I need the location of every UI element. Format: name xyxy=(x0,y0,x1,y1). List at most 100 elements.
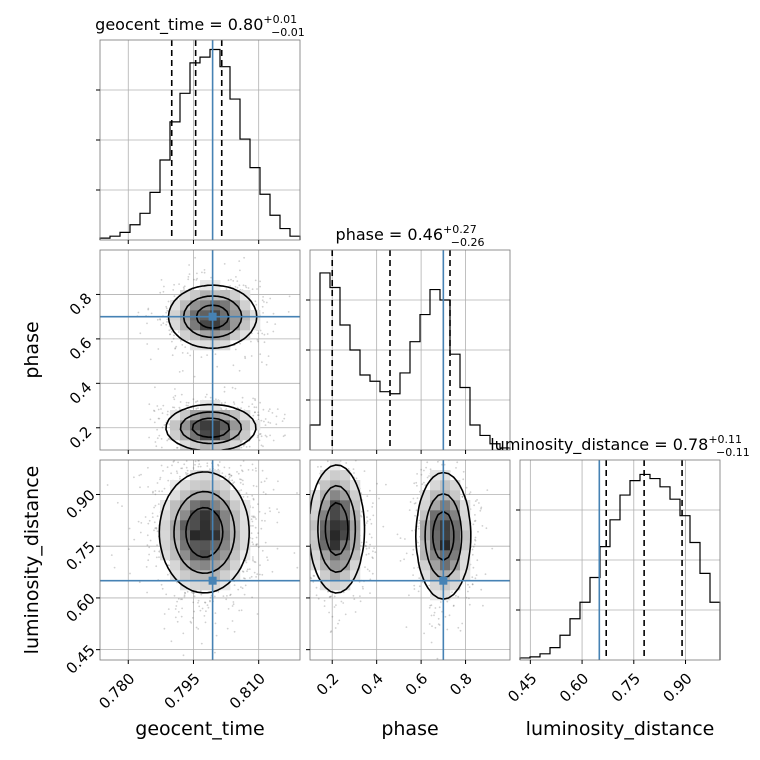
scatter-point xyxy=(271,570,274,573)
scatter-point xyxy=(161,412,164,415)
scatter-point xyxy=(260,419,263,422)
density-cell xyxy=(440,490,451,501)
scatter-point xyxy=(157,348,160,350)
density-cell xyxy=(200,570,211,581)
scatter-point xyxy=(335,604,337,606)
scatter-point xyxy=(256,339,259,341)
density-cell xyxy=(170,310,181,321)
density-cell xyxy=(220,310,231,321)
scatter-point xyxy=(186,457,188,459)
scatter-point xyxy=(408,594,410,597)
scatter-point xyxy=(474,514,476,516)
scatter-point xyxy=(436,657,439,660)
scatter-point xyxy=(468,493,471,495)
histogram-title: geocent_time = 0.80+0.01 −0.01 xyxy=(95,13,305,39)
scatter-point xyxy=(170,472,173,475)
scatter-point xyxy=(170,331,173,333)
scatter-point xyxy=(264,418,267,420)
scatter-point xyxy=(437,460,439,463)
scatter-point xyxy=(205,610,207,613)
scatter-point xyxy=(148,403,151,406)
y-tick-label: 0.6 xyxy=(66,334,96,364)
scatter-point xyxy=(156,482,159,484)
density-cell xyxy=(220,500,231,511)
density-cell xyxy=(240,540,251,551)
density-cell xyxy=(230,330,241,341)
scatter-point xyxy=(159,291,162,294)
scatter-point xyxy=(414,502,417,504)
scatter-point xyxy=(180,455,182,457)
scatter-point xyxy=(265,363,268,366)
scatter-point xyxy=(139,531,142,534)
scatter-point xyxy=(417,525,419,528)
scatter-point xyxy=(256,436,259,439)
scatter-point xyxy=(257,546,260,549)
scatter-point xyxy=(182,654,185,657)
density-cell xyxy=(220,550,231,561)
scatter-point xyxy=(154,527,157,530)
scatter-point xyxy=(154,441,157,443)
density-cell xyxy=(170,300,181,311)
x-tick-label: 0.6 xyxy=(402,670,432,700)
scatter-point xyxy=(255,536,258,539)
scatter-point xyxy=(416,473,418,475)
scatter-point xyxy=(455,467,457,469)
scatter-point xyxy=(452,605,455,607)
scatter-point xyxy=(370,536,373,539)
scatter-point xyxy=(146,343,149,345)
density-cell xyxy=(200,290,211,301)
density-cell xyxy=(200,530,211,541)
density-cell xyxy=(220,510,231,521)
scatter-point xyxy=(337,622,339,625)
density-cell xyxy=(190,440,201,450)
scatter-point xyxy=(166,439,169,442)
density-cell xyxy=(310,530,321,541)
density-cell xyxy=(200,480,211,491)
density-cell xyxy=(160,530,171,541)
scatter-point xyxy=(145,566,148,568)
scatter-point xyxy=(342,591,345,594)
histogram-bin xyxy=(690,542,700,660)
density-cell xyxy=(170,430,181,441)
scatter-point xyxy=(189,354,192,357)
scatter-point xyxy=(261,519,263,522)
scatter-point xyxy=(251,596,254,599)
scatter-point xyxy=(361,585,364,588)
scatter-point xyxy=(154,493,157,496)
title-prefix: geocent_time = xyxy=(95,15,228,35)
scatter-point xyxy=(399,560,402,562)
scatter-point xyxy=(223,466,226,469)
scatter-point xyxy=(417,590,420,593)
density-cell xyxy=(460,500,471,511)
density-cell xyxy=(190,560,201,571)
density-cell xyxy=(200,440,211,450)
scatter-point xyxy=(165,311,168,314)
scatter-point xyxy=(258,439,261,442)
scatter-point xyxy=(476,559,479,562)
scatter-point xyxy=(184,346,187,348)
scatter-point xyxy=(179,475,181,478)
density-cell xyxy=(350,550,361,561)
scatter-point xyxy=(462,470,465,473)
histogram-title: luminosity_distance = 0.78+0.11 −0.11 xyxy=(490,433,750,459)
scatter-point xyxy=(156,437,159,440)
scatter-point xyxy=(203,456,205,458)
scatter-point xyxy=(411,553,414,556)
density-cell xyxy=(340,560,351,571)
scatter-point xyxy=(187,401,190,404)
scatter-point xyxy=(372,514,375,517)
scatter-point xyxy=(232,280,235,282)
scatter-point xyxy=(425,466,427,469)
scatter-point xyxy=(429,468,432,471)
density-cell xyxy=(210,440,221,450)
scatter-point xyxy=(242,460,245,462)
histogram-bin xyxy=(650,479,660,660)
scatter-point xyxy=(179,408,181,411)
density-cell xyxy=(180,320,191,331)
density-cell xyxy=(450,510,461,521)
scatter-point xyxy=(163,424,166,426)
density-cell xyxy=(210,430,221,441)
truth-marker xyxy=(208,576,217,585)
scatter-point xyxy=(240,586,242,588)
scatter-point xyxy=(222,595,225,597)
